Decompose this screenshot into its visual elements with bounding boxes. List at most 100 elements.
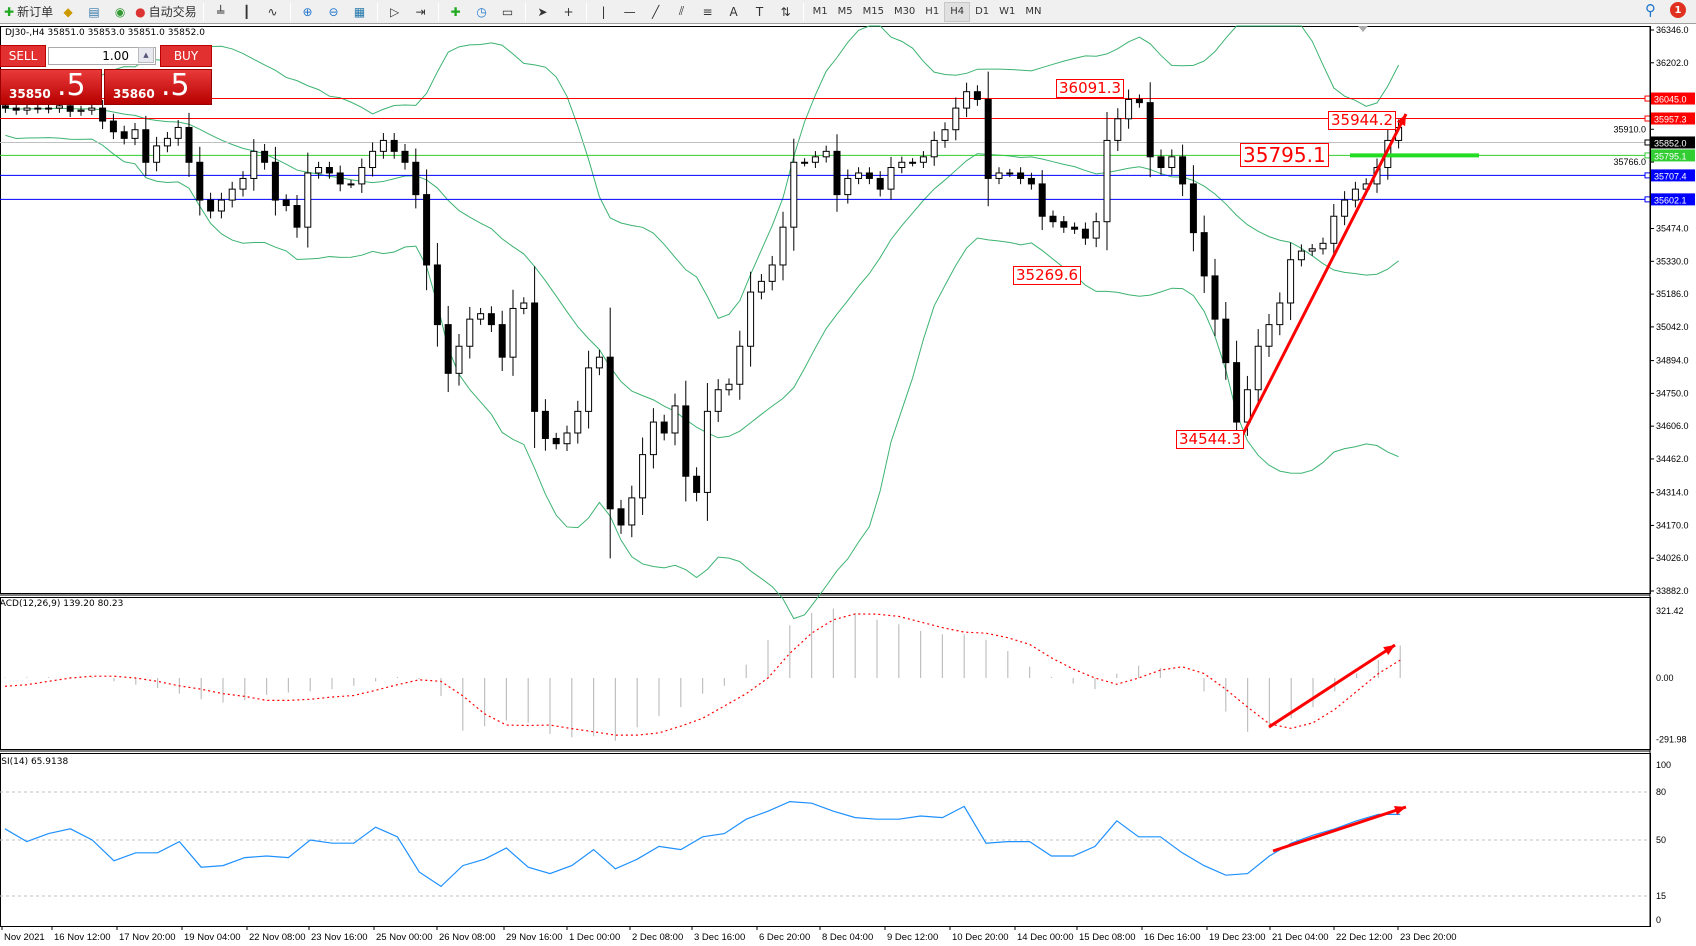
timeframe-m5[interactable]: M5 xyxy=(837,6,853,17)
search-icon[interactable]: ⚲ xyxy=(1645,1,1656,19)
periods-button[interactable]: ◷ xyxy=(471,2,493,22)
candle-bearish xyxy=(693,475,701,493)
signals-button[interactable]: ◉ xyxy=(109,2,131,22)
buy-button[interactable]: BUY xyxy=(160,45,212,67)
new-order-button[interactable]: ✚ 新订单 xyxy=(4,2,53,22)
candle-bullish xyxy=(909,161,917,164)
candle-bearish xyxy=(487,313,495,326)
text-icon: A xyxy=(729,4,738,19)
arrows-button[interactable]: ⇅ xyxy=(775,2,797,22)
buy-price-button[interactable]: 35860 .5 xyxy=(104,68,212,105)
candle-chart-button[interactable]: ┃ xyxy=(236,2,258,22)
macd-axis-label: -291.98 xyxy=(1656,734,1687,744)
bid-price-pips: .5 xyxy=(57,68,86,103)
candle-bearish xyxy=(1233,362,1241,423)
candle-bullish xyxy=(747,291,755,347)
vertical-line-button[interactable]: | xyxy=(593,2,615,22)
candle-bullish xyxy=(174,126,182,139)
auto-scroll-button[interactable]: ▷ xyxy=(384,2,406,22)
candle-bullish xyxy=(1243,389,1251,423)
candle-bullish xyxy=(1351,188,1359,201)
price-line-label: 35707.4 xyxy=(1654,171,1687,181)
chart-shift-button[interactable]: ⇥ xyxy=(410,2,432,22)
price-axis-label: 33882.0 xyxy=(1656,586,1689,596)
candle-bearish xyxy=(109,120,117,133)
chart-shift-icon: ⇥ xyxy=(415,4,426,19)
price-axis-label: 35186.0 xyxy=(1656,289,1689,299)
fibonacci-button[interactable]: ≡ xyxy=(697,2,719,22)
crosshair-icon: + xyxy=(563,4,574,19)
sell-button[interactable]: SELL xyxy=(0,45,46,67)
price-annotation-current[interactable]: 35795.1 xyxy=(1240,143,1329,167)
candle-bearish xyxy=(325,167,333,174)
candle-bullish xyxy=(45,107,53,110)
candle-bearish xyxy=(498,324,506,358)
label-button[interactable]: T xyxy=(749,2,771,22)
tile-windows-button[interactable]: ▦ xyxy=(349,2,371,22)
timeframe-m1[interactable]: M1 xyxy=(812,6,828,17)
price-annotation[interactable]: 35944.2 xyxy=(1328,111,1397,130)
toolbar-separator xyxy=(524,2,526,21)
market-watch-button[interactable]: ▤ xyxy=(83,2,105,22)
line-chart-button[interactable]: ∿ xyxy=(262,2,284,22)
candle-bullish xyxy=(671,405,679,434)
candle-bearish xyxy=(1135,98,1143,104)
gold-button[interactable]: ◆ xyxy=(57,2,79,22)
candle-bearish xyxy=(423,194,431,266)
gold-icon: ◆ xyxy=(63,4,73,19)
candle-bullish xyxy=(1330,215,1338,244)
channel-button[interactable]: ⫽ xyxy=(671,2,693,22)
time-axis-label: 16 Nov 12:00 xyxy=(54,932,111,943)
candle-bullish xyxy=(250,150,258,179)
candle-bullish xyxy=(217,199,225,212)
time-axis-label: 6 Dec 20:00 xyxy=(759,932,810,943)
trend-arrow-macd xyxy=(1268,643,1396,729)
price-annotation[interactable]: 36091.3 xyxy=(1056,79,1125,98)
price-annotation[interactable]: 35269.6 xyxy=(1013,266,1082,285)
price-line-label: 35852.0 xyxy=(1654,138,1687,148)
timeframe-mn[interactable]: MN xyxy=(1025,6,1042,17)
timeframe-w1[interactable]: W1 xyxy=(999,6,1016,17)
crosshair-button[interactable]: + xyxy=(558,2,580,22)
timeframe-m15[interactable]: M15 xyxy=(862,6,884,17)
timeframe-d1[interactable]: D1 xyxy=(975,6,990,17)
notification-badge[interactable]: 1 xyxy=(1670,2,1686,18)
price-line-handle xyxy=(1644,95,1651,102)
macd-pane-frame xyxy=(0,597,1651,750)
candle-bearish xyxy=(401,150,409,163)
price-line-tag xyxy=(1651,136,1695,149)
candle-bearish xyxy=(336,172,344,185)
candle-bullish xyxy=(930,139,938,158)
candle-bullish xyxy=(304,172,312,228)
trendline-button[interactable]: ╱ xyxy=(645,2,667,22)
candle-bullish xyxy=(736,345,744,385)
chart-area[interactable]: 36346.0 36202.0 35910.0 35766.0 35474.0 35330… xyxy=(0,24,1696,946)
zoom-in-icon: ⊕ xyxy=(302,4,313,19)
macd-title: MACD(12,26,9) 139.20 80.23 xyxy=(0,599,124,609)
candle-bullish xyxy=(228,188,236,201)
price-axis-label: 35330.0 xyxy=(1656,256,1689,266)
price-annotation[interactable]: 34544.3 xyxy=(1176,430,1245,449)
time-axis-label: 8 Dec 04:00 xyxy=(822,932,873,943)
auto-trading-button[interactable]: ● 自动交易 xyxy=(135,2,197,22)
lot-size-input[interactable]: 1.00 xyxy=(48,47,156,65)
lot-increase-button[interactable]: ▲ xyxy=(138,47,154,63)
arrows-icon: ⇅ xyxy=(780,4,791,19)
cursor-button[interactable]: ➤ xyxy=(532,2,554,22)
text-button[interactable]: A xyxy=(723,2,745,22)
candle-bullish xyxy=(725,383,733,391)
zoom-out-icon: ⊖ xyxy=(328,4,339,19)
horizontal-line-button[interactable]: — xyxy=(619,2,641,22)
templates-button[interactable]: ▭ xyxy=(497,2,519,22)
timeframe-h4[interactable]: H4 xyxy=(944,1,971,22)
sell-price-button[interactable]: 35850 .5 xyxy=(0,68,102,105)
timeframe-m30[interactable]: M30 xyxy=(893,6,916,17)
rsi-axis-label: 15 xyxy=(1656,891,1666,901)
zoom-out-button[interactable]: ⊖ xyxy=(323,2,345,22)
timeframe-h1[interactable]: H1 xyxy=(925,6,940,17)
candle-bullish xyxy=(1287,259,1295,304)
zoom-in-button[interactable]: ⊕ xyxy=(297,2,319,22)
candle-bearish xyxy=(984,98,992,179)
bar-chart-button[interactable]: ╧ xyxy=(210,2,232,22)
indicators-button[interactable]: ✚ xyxy=(445,2,467,22)
